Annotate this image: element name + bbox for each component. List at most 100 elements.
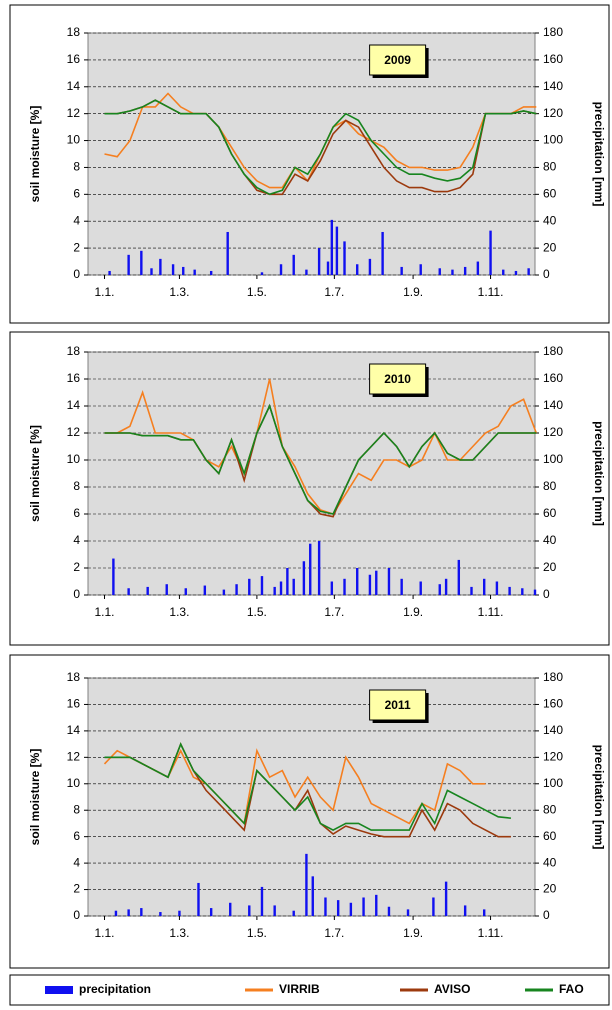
y2-tick-label: 100	[543, 452, 563, 466]
legend-label: AVISO	[434, 982, 470, 996]
precipitation-bar	[368, 258, 372, 275]
y2-tick-label: 60	[543, 187, 557, 201]
y2-axis-label: precipitation [mm]	[592, 745, 606, 850]
precipitation-bar	[150, 268, 153, 275]
precipitation-bar	[438, 584, 441, 595]
series-line	[104, 99, 537, 196]
series-line	[104, 742, 511, 832]
y-tick-label: 8	[73, 160, 80, 174]
precipitation-bar	[419, 581, 422, 595]
precipitation-bar	[279, 264, 283, 275]
y2-axis-label: precipitation [mm]	[592, 102, 606, 207]
annotation: 2010	[384, 372, 411, 386]
precipitation-bar	[311, 876, 314, 916]
y-tick-label: 12	[67, 750, 81, 764]
y-tick-label: 10	[67, 452, 81, 466]
annotation: 2011	[385, 698, 411, 712]
x-tick-label: 1.5.	[247, 285, 267, 299]
precipitation-bar	[527, 268, 530, 275]
precipitation-bar	[165, 584, 168, 595]
y-tick-label: 18	[67, 25, 81, 39]
precipitation-bar	[502, 269, 505, 275]
y2-axis-label: precipitation [mm]	[592, 421, 606, 526]
x-tick-label: 1.3.	[169, 605, 189, 619]
precipitation-bar	[127, 588, 130, 595]
y-tick-label: 18	[67, 670, 81, 684]
x-tick-label: 1.7.	[324, 926, 344, 940]
precipitation-bar	[193, 269, 196, 275]
precipitation-bar	[356, 264, 359, 275]
x-tick-label: 1.11.	[478, 926, 504, 940]
y-tick-label: 10	[67, 776, 81, 790]
annotation-box	[369, 689, 427, 721]
precipitation-bar	[159, 258, 162, 275]
precipitation-bar	[387, 906, 391, 916]
precipitation-bar	[305, 269, 308, 275]
y2-tick-label: 120	[543, 425, 563, 439]
y-tick-label: 2	[73, 240, 80, 254]
precipitation-bar	[375, 570, 378, 595]
x-tick-label: 1.11.	[478, 285, 504, 299]
y-tick-label: 0	[73, 587, 80, 601]
precipitation-bar	[248, 905, 251, 916]
y2-tick-label: 160	[543, 697, 563, 711]
x-tick-label: 1.1.	[95, 926, 115, 940]
precipitation-bar	[226, 231, 229, 275]
y2-tick-label: 180	[543, 344, 563, 358]
annotation: 2009	[384, 53, 411, 67]
y-tick-label: 14	[67, 398, 81, 412]
y2-tick-label: 80	[543, 160, 557, 174]
precipitation-bar	[362, 897, 365, 916]
legend-label: VIRRIB	[279, 982, 320, 996]
y-tick-label: 6	[73, 187, 80, 201]
y2-tick-label: 40	[543, 213, 557, 227]
precipitation-bar	[343, 241, 346, 275]
precipitation-bar	[463, 266, 467, 275]
precipitation-bar	[184, 588, 187, 595]
precipitation-bar	[273, 586, 276, 595]
annotation-box	[369, 363, 427, 395]
precipitation-bar	[326, 261, 330, 275]
precipitation-bar	[444, 881, 448, 916]
precipitation-bar	[140, 250, 143, 275]
y-tick-label: 6	[73, 506, 80, 520]
y2-tick-label: 20	[543, 560, 557, 574]
y-tick-label: 14	[67, 79, 81, 93]
legend-label: precipitation	[79, 982, 151, 996]
y2-tick-label: 60	[543, 829, 557, 843]
y-tick-label: 2	[73, 882, 80, 896]
y-tick-label: 10	[67, 133, 81, 147]
y-tick-label: 16	[67, 371, 81, 385]
y2-tick-label: 20	[543, 882, 557, 896]
y-tick-label: 2	[73, 560, 80, 574]
precipitation-bar	[260, 576, 264, 595]
precipitation-bar	[222, 589, 226, 595]
precipitation-bar	[476, 261, 480, 275]
precipitation-bar	[495, 581, 499, 595]
x-tick-label: 1.7.	[324, 605, 344, 619]
x-tick-label: 1.9.	[403, 926, 423, 940]
x-tick-label: 1.1.	[95, 285, 115, 299]
precipitation-bar	[400, 266, 403, 275]
precipitation-bar	[521, 588, 524, 595]
y2-tick-label: 0	[543, 587, 550, 601]
y-axis-label: soil moisture [%]	[28, 106, 42, 203]
y-tick-label: 12	[67, 106, 81, 120]
precipitation-bar	[343, 578, 346, 595]
y-axis-label: soil moisture [%]	[28, 425, 42, 522]
annotation-box	[369, 44, 427, 76]
y-axis-label: soil moisture [%]	[28, 749, 42, 846]
y-tick-label: 4	[73, 855, 80, 869]
precipitation-bar	[483, 909, 486, 916]
precipitation-bar	[451, 269, 454, 275]
precipitation-bar	[368, 574, 372, 595]
y2-tick-label: 160	[543, 371, 563, 385]
precipitation-bar	[292, 578, 295, 595]
x-tick-label: 1.5.	[247, 926, 267, 940]
precipitation-bar	[114, 910, 118, 916]
precipitation-bar	[146, 586, 149, 595]
precipitation-bar	[330, 581, 334, 595]
precipitation-bar	[432, 897, 435, 916]
precipitation-bar	[419, 264, 422, 275]
precipitation-bar	[273, 905, 276, 916]
